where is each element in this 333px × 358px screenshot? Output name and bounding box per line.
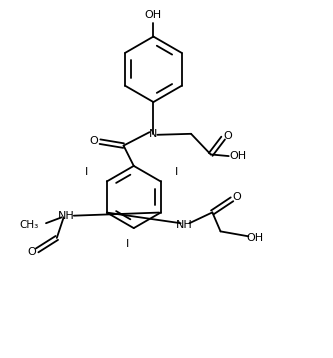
Text: O: O: [90, 136, 99, 146]
Text: OH: OH: [246, 233, 263, 243]
Text: OH: OH: [229, 151, 246, 161]
Text: O: O: [223, 131, 232, 141]
Text: O: O: [232, 192, 241, 202]
Text: NH: NH: [58, 211, 75, 221]
Text: NH: NH: [176, 220, 193, 230]
Text: I: I: [175, 168, 178, 178]
Text: I: I: [85, 168, 88, 178]
Text: I: I: [126, 240, 129, 250]
Text: CH₃: CH₃: [20, 220, 39, 230]
Text: O: O: [28, 247, 36, 257]
Text: OH: OH: [145, 10, 162, 20]
Text: N: N: [149, 129, 158, 139]
